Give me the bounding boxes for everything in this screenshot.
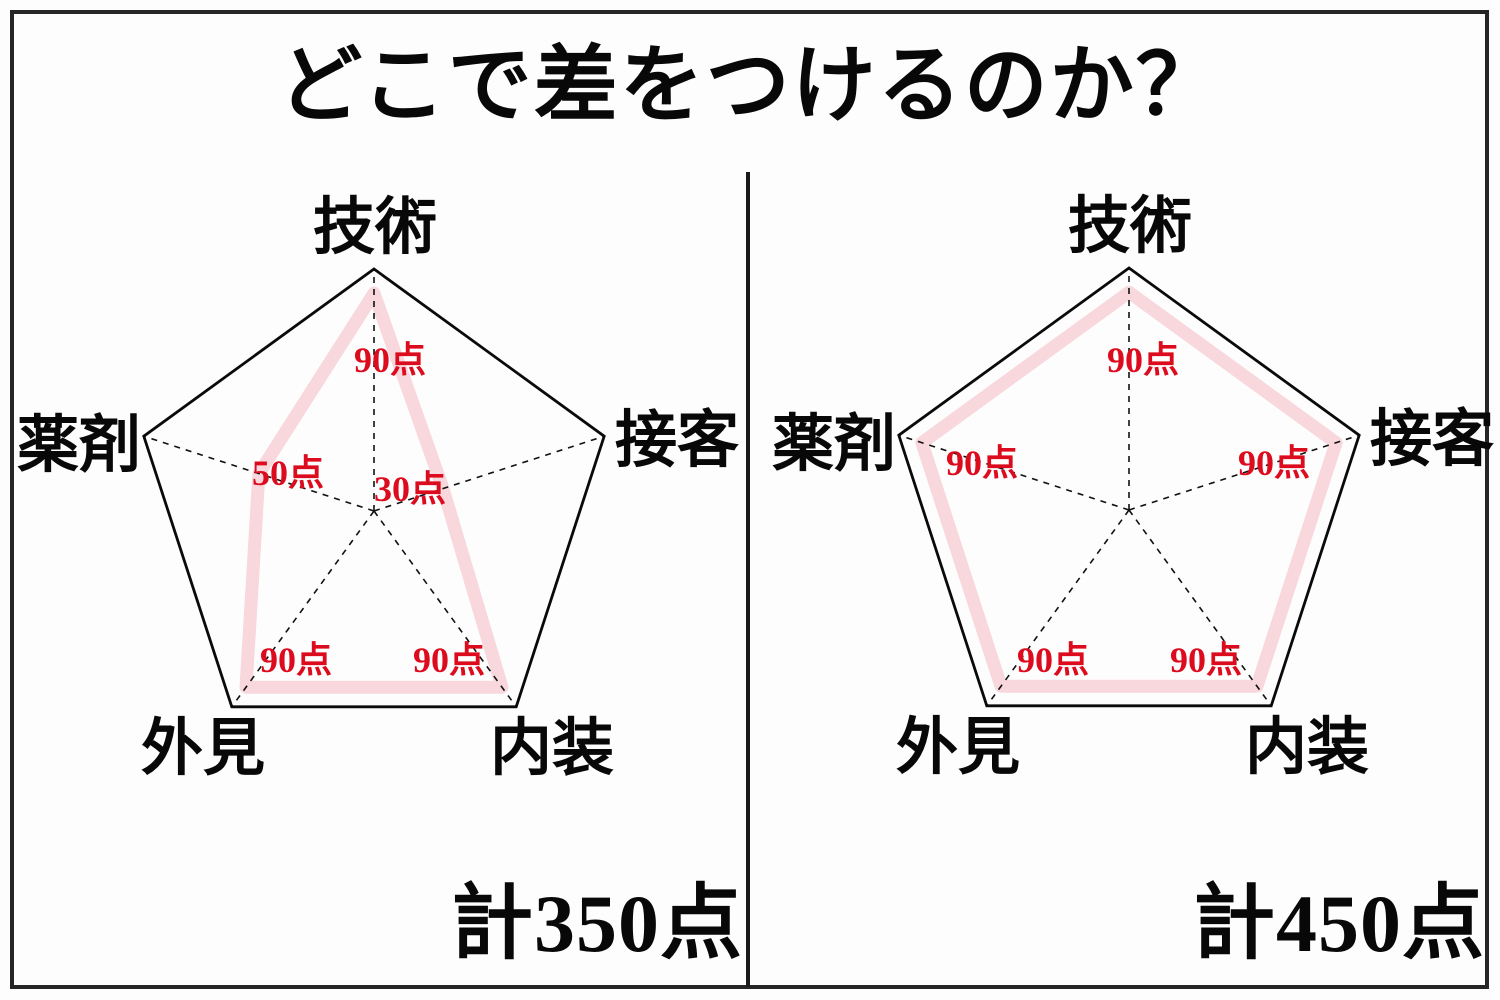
value-label-2: 30点 xyxy=(374,469,446,509)
axis-label-4: 外見 xyxy=(896,713,1020,782)
axis-label-2: 接客 xyxy=(615,406,739,475)
value-label-4: 90点 xyxy=(1017,640,1089,680)
data-polygon xyxy=(915,285,1343,693)
axis-label-1: 技術 xyxy=(313,193,437,262)
axis-spoke xyxy=(231,510,375,708)
axis-spoke xyxy=(1128,509,1272,707)
axis-spoke xyxy=(373,435,605,512)
value-label-2: 90点 xyxy=(1238,443,1310,483)
value-label-3: 90点 xyxy=(1170,640,1242,680)
vertical-divider-line xyxy=(746,172,750,987)
axis-label-4: 外見 xyxy=(141,714,265,783)
axis-label-3: 内装 xyxy=(490,715,614,783)
axis-spoke xyxy=(898,434,1130,511)
axis-spoke xyxy=(373,510,517,708)
axis-spoke xyxy=(1128,434,1360,511)
pentagon-outline xyxy=(142,267,606,709)
value-label-1: 90点 xyxy=(354,340,426,380)
axis-label-5: 薬剤 xyxy=(17,411,141,480)
value-label-1: 90点 xyxy=(1107,340,1179,380)
total-score-left: 計350点 xyxy=(450,878,743,969)
axis-label-5: 薬剤 xyxy=(772,410,896,479)
value-label-4: 90点 xyxy=(260,640,332,680)
total-score-right: 計450点 xyxy=(1192,878,1485,969)
axis-spoke xyxy=(143,435,375,512)
page-title: どこで差をつけるのか？ xyxy=(278,40,1222,133)
value-label-3: 90点 xyxy=(413,640,485,680)
axis-label-2: 接客 xyxy=(1370,405,1494,474)
axis-spoke xyxy=(986,509,1130,707)
axis-label-1: 技術 xyxy=(1068,192,1192,261)
data-polygon xyxy=(239,286,509,694)
value-label-5: 50点 xyxy=(252,453,324,493)
pentagon-outline xyxy=(897,266,1361,708)
axis-label-3: 内装 xyxy=(1245,714,1369,782)
value-label-5: 90点 xyxy=(946,443,1018,483)
